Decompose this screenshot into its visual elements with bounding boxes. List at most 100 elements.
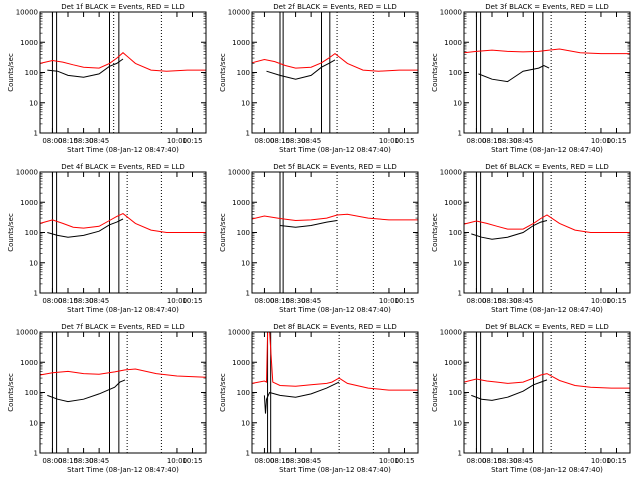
y-tick-label: 100 (449, 389, 462, 397)
y-tick-label: 10 (241, 99, 250, 107)
panel-5: Det 5f BLACK = Events, RED = LLD Start Ti… (219, 163, 419, 314)
x-tick-label: 08:00 (42, 297, 62, 305)
x-tick-label: 08:30 (497, 137, 517, 145)
x-tick-label: 08:45 (301, 297, 321, 305)
x-tick-label: 08:00 (254, 457, 274, 465)
lld-series-line (251, 52, 418, 72)
x-tick-label: 08:00 (466, 297, 486, 305)
x-axis-label: Start Time (08-Jan-12 08:47:40) (67, 306, 179, 314)
x-axis-label: Start Time (08-Jan-12 08:47:40) (279, 306, 391, 314)
y-tick-label: 10 (453, 259, 462, 267)
x-tick-label: 10:00 (167, 457, 187, 465)
x-tick-label: 08:30 (497, 297, 517, 305)
y-axis-label: Counts/sec (7, 373, 15, 412)
y-axis-label: Counts/sec (431, 373, 439, 412)
y-tick-label: 10000 (228, 9, 250, 17)
y-tick-label: 10 (29, 99, 38, 107)
y-axis-label: Counts/sec (7, 53, 15, 92)
panel-4: Det 4f BLACK = Events, RED = LLD Start Ti… (7, 163, 207, 314)
y-tick-label: 100 (237, 69, 250, 77)
x-tick-label: 10:00 (591, 457, 611, 465)
y-tick-label: 1000 (232, 39, 250, 47)
y-tick-label: 1000 (20, 39, 38, 47)
x-tick-label: 08:15 (270, 297, 290, 305)
y-axis-label: Counts/sec (219, 373, 227, 412)
x-tick-label: 08:00 (254, 297, 274, 305)
chart-title: Det 7f BLACK = Events, RED = LLD (61, 323, 184, 331)
x-axis-label: Start Time (08-Jan-12 08:47:40) (67, 466, 179, 474)
x-axis-label: Start Time (08-Jan-12 08:47:40) (491, 306, 603, 314)
events-series-line (471, 220, 548, 240)
plot-frame (39, 11, 207, 134)
y-tick-label: 1000 (444, 199, 462, 207)
y-tick-label: 10000 (16, 169, 38, 177)
x-axis-label: Start Time (08-Jan-12 08:47:40) (279, 466, 391, 474)
y-tick-label: 10 (29, 419, 38, 427)
x-tick-label: 10:15 (606, 137, 626, 145)
x-tick-label: 08:30 (285, 457, 305, 465)
plot-frame (251, 171, 419, 294)
events-series-line (47, 58, 124, 78)
x-tick-label: 08:30 (497, 457, 517, 465)
y-axis-label: Counts/sec (431, 53, 439, 92)
x-tick-label: 08:45 (89, 297, 109, 305)
chart-title: Det 3f BLACK = Events, RED = LLD (485, 3, 608, 11)
x-tick-label: 10:00 (379, 457, 399, 465)
lld-series-line (463, 373, 630, 389)
chart-title: Det 4f BLACK = Events, RED = LLD (61, 163, 184, 171)
x-tick-label: 08:45 (89, 457, 109, 465)
x-tick-label: 08:45 (301, 137, 321, 145)
events-series-line (47, 379, 126, 403)
lld-series-line (39, 368, 207, 378)
events-series-line (478, 64, 550, 83)
y-tick-label: 1000 (232, 359, 250, 367)
y-tick-label: 1 (246, 450, 250, 458)
y-axis-label: Counts/sec (219, 53, 227, 92)
x-tick-label: 10:15 (606, 297, 626, 305)
lld-series-line (39, 52, 206, 72)
y-tick-label: 10000 (228, 329, 250, 337)
x-tick-label: 08:00 (466, 137, 486, 145)
events-series-line (263, 381, 340, 414)
y-tick-label: 100 (25, 69, 38, 77)
x-axis-label: Start Time (08-Jan-12 08:47:40) (491, 146, 603, 154)
y-tick-label: 10000 (16, 9, 38, 17)
x-tick-label: 10:15 (182, 297, 202, 305)
x-tick-label: 10:15 (394, 137, 414, 145)
x-tick-label: 08:45 (513, 137, 533, 145)
x-tick-label: 08:00 (42, 457, 62, 465)
x-tick-label: 10:00 (167, 137, 187, 145)
x-tick-label: 10:00 (379, 297, 399, 305)
events-series-line (266, 59, 336, 80)
y-tick-label: 10 (453, 99, 462, 107)
y-tick-label: 100 (449, 229, 462, 237)
y-tick-label: 100 (237, 229, 250, 237)
y-tick-label: 10 (241, 259, 250, 267)
chart-title: Det 8f BLACK = Events, RED = LLD (273, 323, 396, 331)
x-tick-label: 10:00 (379, 137, 399, 145)
y-tick-label: 100 (25, 389, 38, 397)
y-axis-label: Counts/sec (7, 213, 15, 252)
y-tick-label: 1 (34, 130, 38, 138)
y-axis-label: Counts/sec (431, 213, 439, 252)
y-tick-label: 10000 (228, 169, 250, 177)
x-tick-label: 10:15 (182, 137, 202, 145)
x-tick-label: 08:15 (270, 457, 290, 465)
x-tick-label: 10:15 (394, 297, 414, 305)
x-tick-label: 08:00 (466, 457, 486, 465)
lld-series-line (251, 213, 418, 222)
y-tick-label: 100 (449, 69, 462, 77)
y-tick-label: 10 (241, 419, 250, 427)
plot-frame (463, 331, 631, 454)
y-tick-label: 1 (34, 290, 38, 298)
y-tick-label: 10000 (440, 169, 462, 177)
y-tick-label: 1 (458, 130, 462, 138)
panel-3: Det 3f BLACK = Events, RED = LLD Start Ti… (431, 3, 631, 154)
x-tick-label: 08:15 (482, 137, 502, 145)
chart-title: Det 6f BLACK = Events, RED = LLD (485, 163, 608, 171)
plot-frame (463, 171, 631, 294)
chart-title: Det 9f BLACK = Events, RED = LLD (485, 323, 608, 331)
y-axis-label: Counts/sec (219, 213, 227, 252)
x-tick-label: 08:15 (482, 457, 502, 465)
x-tick-label: 08:15 (270, 137, 290, 145)
